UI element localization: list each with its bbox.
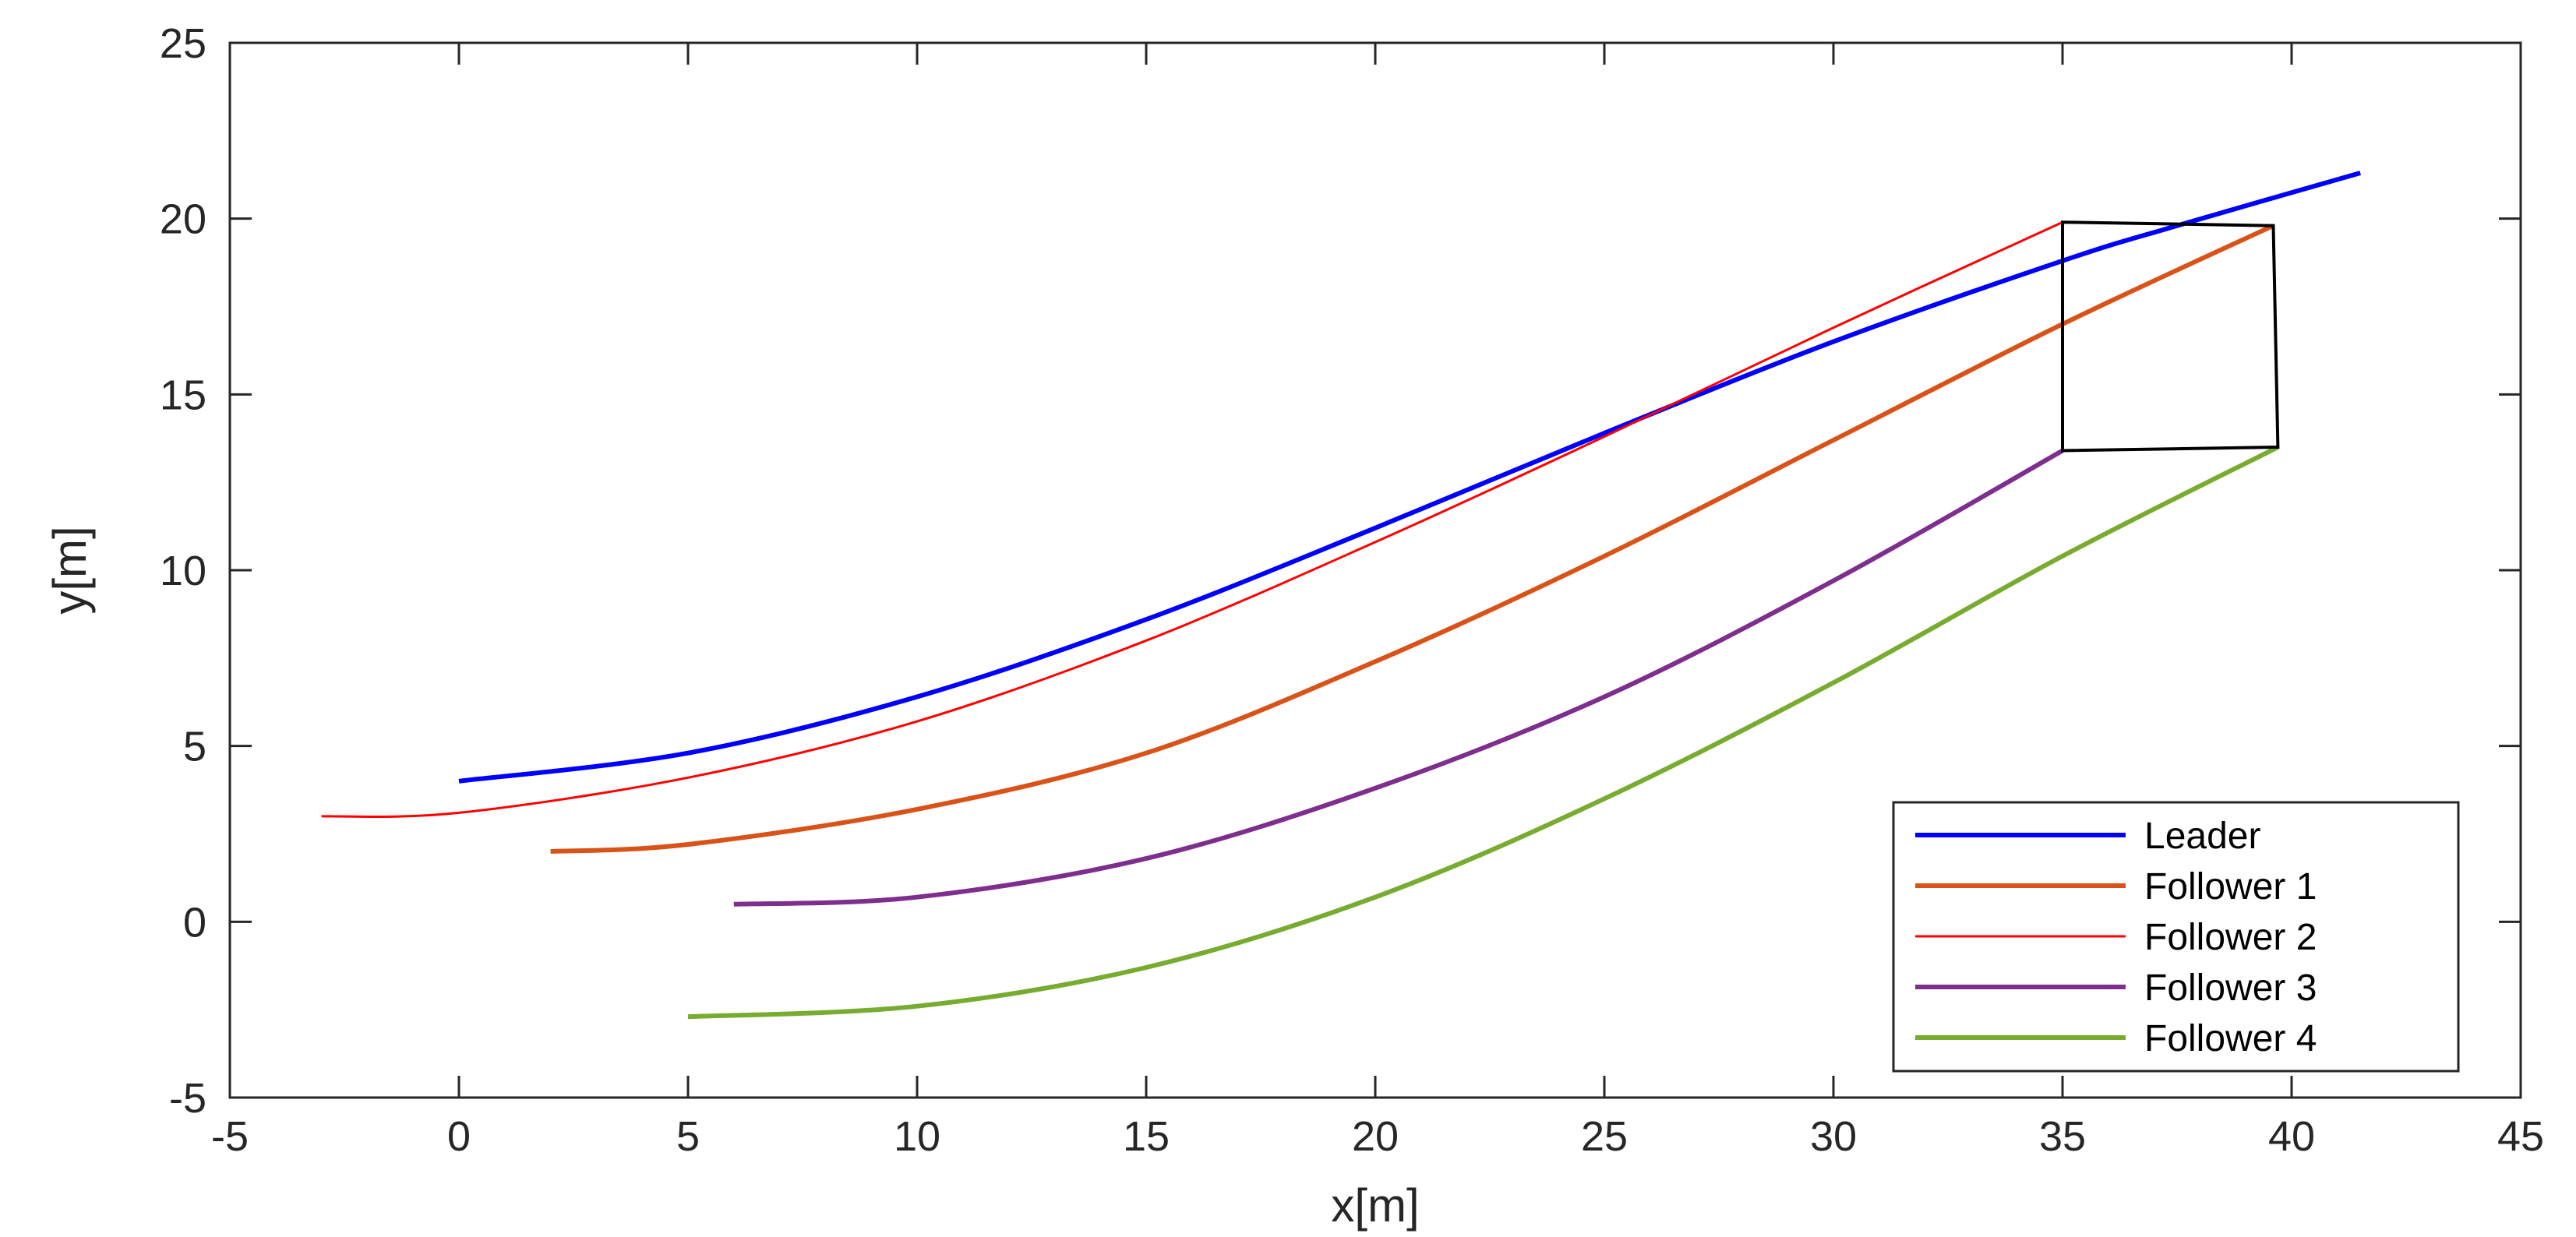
series-line-follower-2 xyxy=(321,220,2063,818)
tick-layer: -5 0 5 10 15 20 25 30 35 40 45 -5 0 5 10 15 20 25 xyxy=(160,20,2544,1160)
x-tick-label: 20 xyxy=(1352,1113,1399,1160)
x-tick-label: 45 xyxy=(2497,1113,2544,1160)
x-tick-label: 10 xyxy=(894,1113,940,1160)
series-line-leader xyxy=(458,171,2362,784)
x-tick-label: 25 xyxy=(1581,1113,1628,1160)
series-line-follower-4 xyxy=(687,445,2279,1020)
x-tick-label: 15 xyxy=(1123,1113,1170,1160)
legend: Leader Follower 1 Follower 2 Follower 3 Foll… xyxy=(1892,801,2460,1073)
x-tick-label: 0 xyxy=(447,1113,471,1160)
x-tick-label: 35 xyxy=(2039,1113,2086,1160)
legend-label: Leader xyxy=(2144,816,2260,857)
legend-label: Follower 1 xyxy=(2144,866,2317,907)
y-tick-label: 25 xyxy=(160,20,206,67)
y-axis-title: y[m] xyxy=(44,526,96,614)
legend-label: Follower 2 xyxy=(2144,917,2317,958)
y-tick-label: -5 xyxy=(169,1075,206,1122)
legend-label: Follower 3 xyxy=(2144,967,2317,1009)
y-tick-label: 15 xyxy=(160,372,206,418)
annotation-layer xyxy=(2061,220,2280,453)
formation-quadrilateral xyxy=(2061,220,2280,453)
y-tick-label: 10 xyxy=(160,548,206,594)
x-axis-title: x[m] xyxy=(1331,1179,1419,1232)
x-tick-label: -5 xyxy=(211,1113,249,1160)
x-tick-label: 40 xyxy=(2268,1113,2315,1160)
series-line-follower-3 xyxy=(733,448,2064,907)
series-layer xyxy=(321,171,2362,1020)
x-tick-label: 30 xyxy=(1810,1113,1857,1160)
series-line-follower-1 xyxy=(550,223,2274,855)
y-tick-label: 20 xyxy=(160,196,206,243)
y-tick-label: 0 xyxy=(183,899,206,946)
y-tick-label: 5 xyxy=(183,724,206,770)
x-tick-label: 5 xyxy=(676,1113,700,1160)
legend-label: Follower 4 xyxy=(2144,1018,2317,1059)
